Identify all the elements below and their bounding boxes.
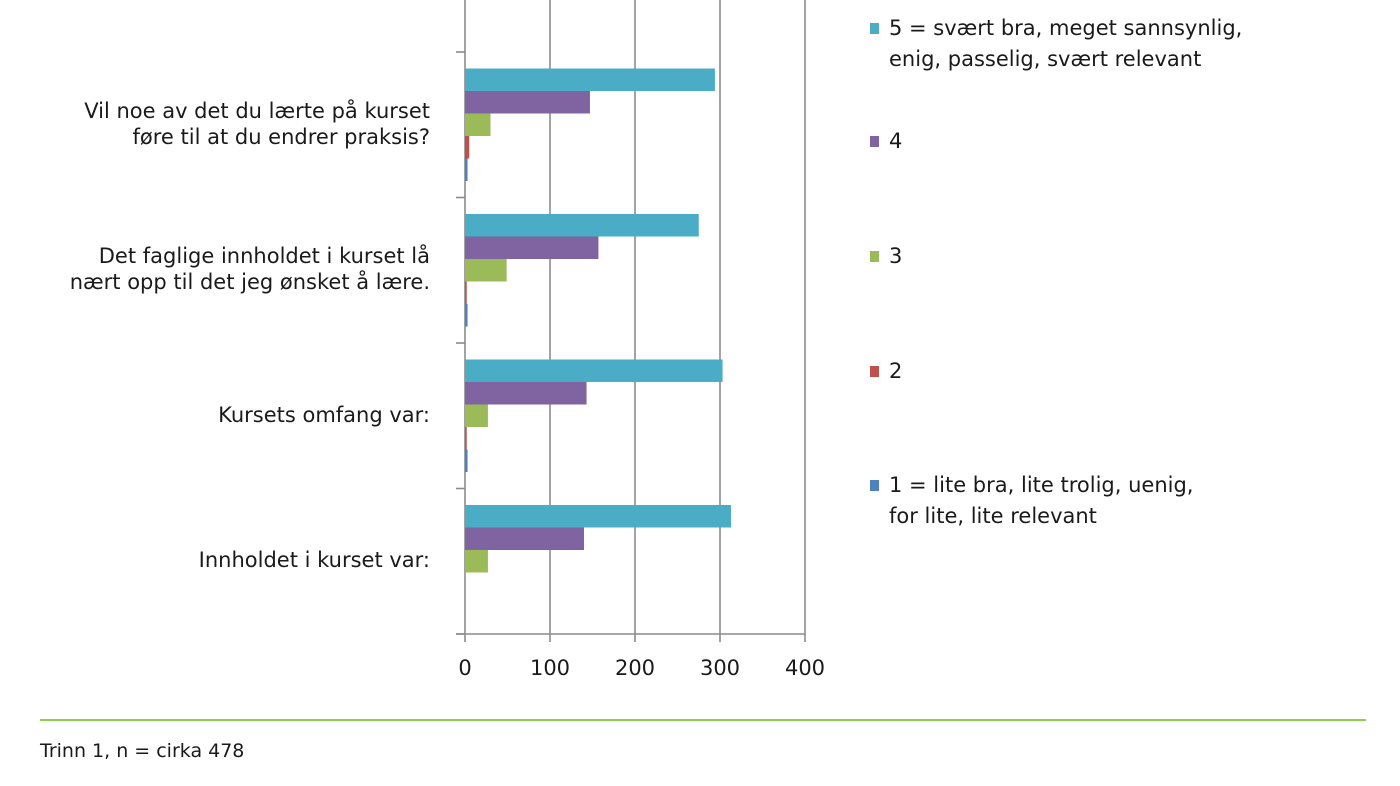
bar: [465, 113, 491, 136]
x-tick-label: 100: [530, 656, 570, 680]
legend-swatch: [870, 366, 879, 377]
bar: [465, 259, 507, 282]
legend-item: 3: [870, 241, 902, 272]
x-tick-label: 300: [700, 656, 740, 680]
legend-swatch: [870, 136, 879, 147]
category-label: Det faglige innholdet i kurset lå nært o…: [69, 244, 430, 295]
bar: [465, 359, 723, 382]
bar: [465, 505, 732, 528]
bar: [465, 236, 599, 259]
bar: [465, 158, 468, 181]
legend-item: 2: [870, 356, 902, 387]
footnote: Trinn 1, n = cirka 478: [40, 740, 245, 762]
bar: [465, 304, 468, 327]
bar: [465, 281, 467, 304]
legend-item: 5 = svært bra, meget sannsynlig, enig, p…: [870, 13, 1242, 75]
legend-label: 2: [889, 359, 903, 383]
category-label: Innholdet i kurset var:: [198, 548, 430, 573]
bar: [465, 449, 468, 472]
legend-swatch: [870, 480, 879, 491]
bar: [465, 427, 467, 450]
divider-line: [40, 719, 1366, 721]
bar: [465, 527, 584, 550]
legend-label: 4: [889, 129, 903, 153]
legend-item: 1 = lite bra, lite trolig, uenig, for li…: [870, 470, 1193, 532]
bar: [465, 214, 699, 237]
legend-label: 5 = svært bra, meget sannsynlig, enig, p…: [889, 16, 1243, 71]
category-label: Kursets omfang var:: [218, 402, 430, 427]
legend-swatch: [870, 251, 879, 262]
legend-label: 3: [889, 244, 903, 268]
bar: [465, 91, 590, 114]
legend-label: 1 = lite bra, lite trolig, uenig, for li…: [889, 473, 1194, 528]
x-tick-label: 400: [785, 656, 825, 680]
x-tick-label: 0: [458, 656, 471, 680]
bar: [465, 550, 488, 573]
x-tick-label: 200: [615, 656, 655, 680]
legend-swatch: [870, 23, 879, 34]
bar: [465, 136, 470, 159]
bar: [465, 382, 587, 405]
bar: [465, 68, 715, 91]
legend-item: 4: [870, 126, 902, 157]
category-label: Vil noe av det du lærte på kurset føre t…: [84, 98, 430, 149]
bar: [465, 404, 488, 427]
